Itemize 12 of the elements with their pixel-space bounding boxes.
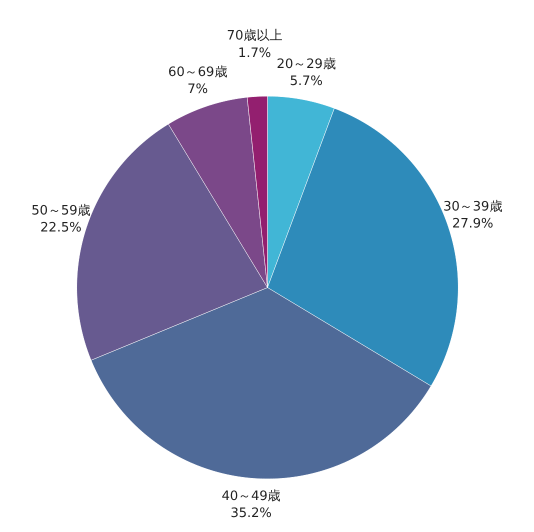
data-label: 22.5% [40,220,82,236]
data-label: 35.2% [230,506,272,522]
slice-label: 70歳以上 [226,28,282,44]
slice-label: 50～59歳 [31,203,90,218]
data-label: 5.7% [290,74,323,89]
slice-label: 30～39歳 [443,199,502,214]
data-label: 7% [187,82,208,98]
slice-label: 20～29歳 [276,56,336,72]
data-label: 1.7% [238,46,272,61]
slice-label: 60～69歳 [168,64,228,80]
data-label: 27.9% [452,216,494,232]
slice-label: 40～49歳 [222,488,281,504]
